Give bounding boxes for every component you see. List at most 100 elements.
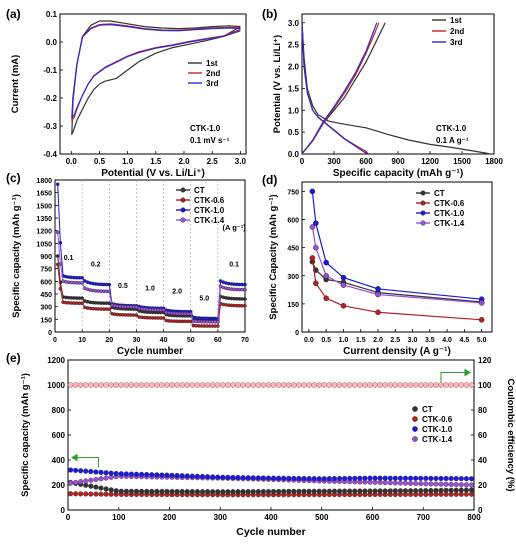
panel-e-ce-point [316,382,322,388]
panel-e-series-CTK-1.0-point [118,471,124,477]
panel-e-series-CTK-1.0-point [184,473,190,479]
panel-b-xtick-label: 0 [300,157,305,166]
panel-d-CTK-1.0-legend-label: CTK-1.0 [434,209,465,218]
panel-e-series-CT-point [199,489,206,495]
panel-c-series-CTK-1.0-point [107,282,112,287]
panel-d-series-CTK-0.6-point [313,280,319,287]
panel-e-series-CT-point [342,488,348,494]
panel-e-series-CT-point [88,483,94,489]
panel-a-xtick-label: 1.5 [150,157,162,166]
panel-e-xtick-label: 500 [315,513,329,522]
panel-e-ce-point [98,382,104,388]
panel-e-series-CTK-1.0-point [326,476,332,482]
panel-e-series-CTK-1.4-point [382,480,388,486]
panel-e-series-CTK-1.4-point [458,482,464,488]
panel-e-ce-point [67,382,74,388]
panel-e-series-CTK-1.0-point [423,475,429,481]
panel-e-series-CTK-1.0-point [179,473,185,479]
panel-e-series-CTK-1.0-point [453,476,459,482]
panel-e-series-CT-point [433,487,439,494]
panel-e-ce-point [260,382,267,388]
panel-e-series-CT-point [123,488,129,494]
panel-e-series-CT-point [144,488,150,494]
panel-e-series-CTK-1.0-point [78,468,84,474]
panel-c-CTK-0.6-legend-label: CTK-0.6 [194,196,225,205]
panel-c-series-CTK-0.6-point [134,313,139,317]
panel-b-series-1st-discharge [301,22,489,155]
panel-e-series-CTK-1.4-point [103,475,109,481]
panel-e-ce-point [275,382,282,388]
panel-e-series-CT-point [326,488,332,494]
panel-b-3rd-legend-label: 3rd [450,38,463,47]
panel-e-series-CT-point [98,485,104,491]
panel-e-series-CTK-1.0-point [255,475,261,481]
panel-e-series-CTK-1.0-point [235,475,241,481]
panel-c-CTK-1.0-legend-label: CTK-1.0 [194,206,225,215]
panel-e-ce-point [357,382,363,388]
panel-a-series-1st-line [71,20,241,135]
panel-d-frame [301,181,493,333]
panel-e-series-CTK-1.0-point [88,469,94,475]
panel-c-ylabel: Specific capacity (mAh g⁻¹) [11,194,22,318]
panel-e-ce-point [412,382,419,388]
panel-e-series-CT-point [169,488,175,495]
panel-e-series-CTK-1.4-point [438,481,444,487]
panel-a-panel-label: (a) [6,7,21,21]
panel-e-ytick-label: 1200 [47,356,65,365]
panel-e-series-CTK-1.0-point [245,475,251,481]
panel-e-ce-point [154,382,160,388]
panel-e-y2tick-label: 0 [478,506,483,515]
panel-d-xtick-label: 1.5 [356,337,366,344]
panel-d-series-CTK-1.4-point [375,291,381,298]
panel-e-ce-point [82,382,89,388]
panel-e-series-CTK-0.6-point [83,491,89,497]
panel-e-series-CTK-1.0-point [276,475,282,481]
panel-e-series-CT-point [367,488,373,494]
panel-c-rate-label: 0.1 [229,262,239,269]
panel-d-series-CTK-1.4-point [478,300,485,306]
panel-a-ytick-label: -0.3 [43,122,57,131]
panel-e-series-CTK-1.0-point [382,475,388,481]
panel-c-ytick-label: 1800 [36,178,52,185]
panel-e-ce-point [240,382,246,388]
panel-e-series-CTK-1.0-point [438,475,444,482]
panel-a-xtick-label: 0.0 [66,157,78,166]
panel-e-ce-point [265,382,272,388]
panel-e-ce-point [387,382,394,388]
panel-e-series-CT-point [291,488,297,494]
panel-e-series-CT-point [159,488,165,495]
panel-c-series-CT-point [80,296,84,300]
panel-e-legend-marker [412,436,418,442]
panel-e-ytick-label: 0 [61,506,66,515]
panel-d-series-CTK-1.4-line [311,226,482,304]
panel-e-series-CTK-1.4-point [448,481,454,487]
panel-a-xlabel: Potential (V vs. Li/Li⁺) [101,168,205,179]
panel-e-series-CTK-1.0-point [418,475,424,481]
panel-e-series-CTK-1.0-point [169,472,175,478]
panel-c-ytick-label: 750 [40,267,52,274]
panel-e-ce-point [72,382,79,388]
panel-e-series-CTK-1.0-point [331,476,337,482]
panel-e-ce-point [402,382,409,388]
panel-e-series-CT-point [463,487,469,493]
panel-c-series-CTK-1.4-point [55,230,60,235]
panel-d-xtick-label: 2.5 [390,337,400,344]
panel-e-series-CT-point [418,488,424,494]
panel-a-ylabel: Current (mA) [10,55,21,114]
panel-d-CTK-0.6-legend-label: CTK-0.6 [434,199,465,208]
panel-e-series-CTK-1.0-point [225,474,231,480]
panel-e-series-CT-point [194,489,200,495]
panel-e-series-CT-point [133,488,140,494]
panel-a-3rd-legend-label: 3rd [206,79,219,88]
panel-e-ce-point [311,382,317,388]
panel-e-series-CTK-1.0-point [443,475,449,482]
panel-c-series-CT-point [243,297,247,301]
panel-e-series-CTK-1.4-point [377,479,383,486]
panel-e-series-CTK-1.0-point [189,473,195,479]
panel-e-series-CTK-1.4-point [418,481,424,487]
panel-c-CTK-1.0-legend-marker [180,207,186,213]
panel-d-series-CTK-1.4-point [313,244,319,251]
panel-e-ce-arrow [440,372,470,383]
panel-e-ylabel: Specific capacity (mAh g⁻¹) [20,373,31,497]
